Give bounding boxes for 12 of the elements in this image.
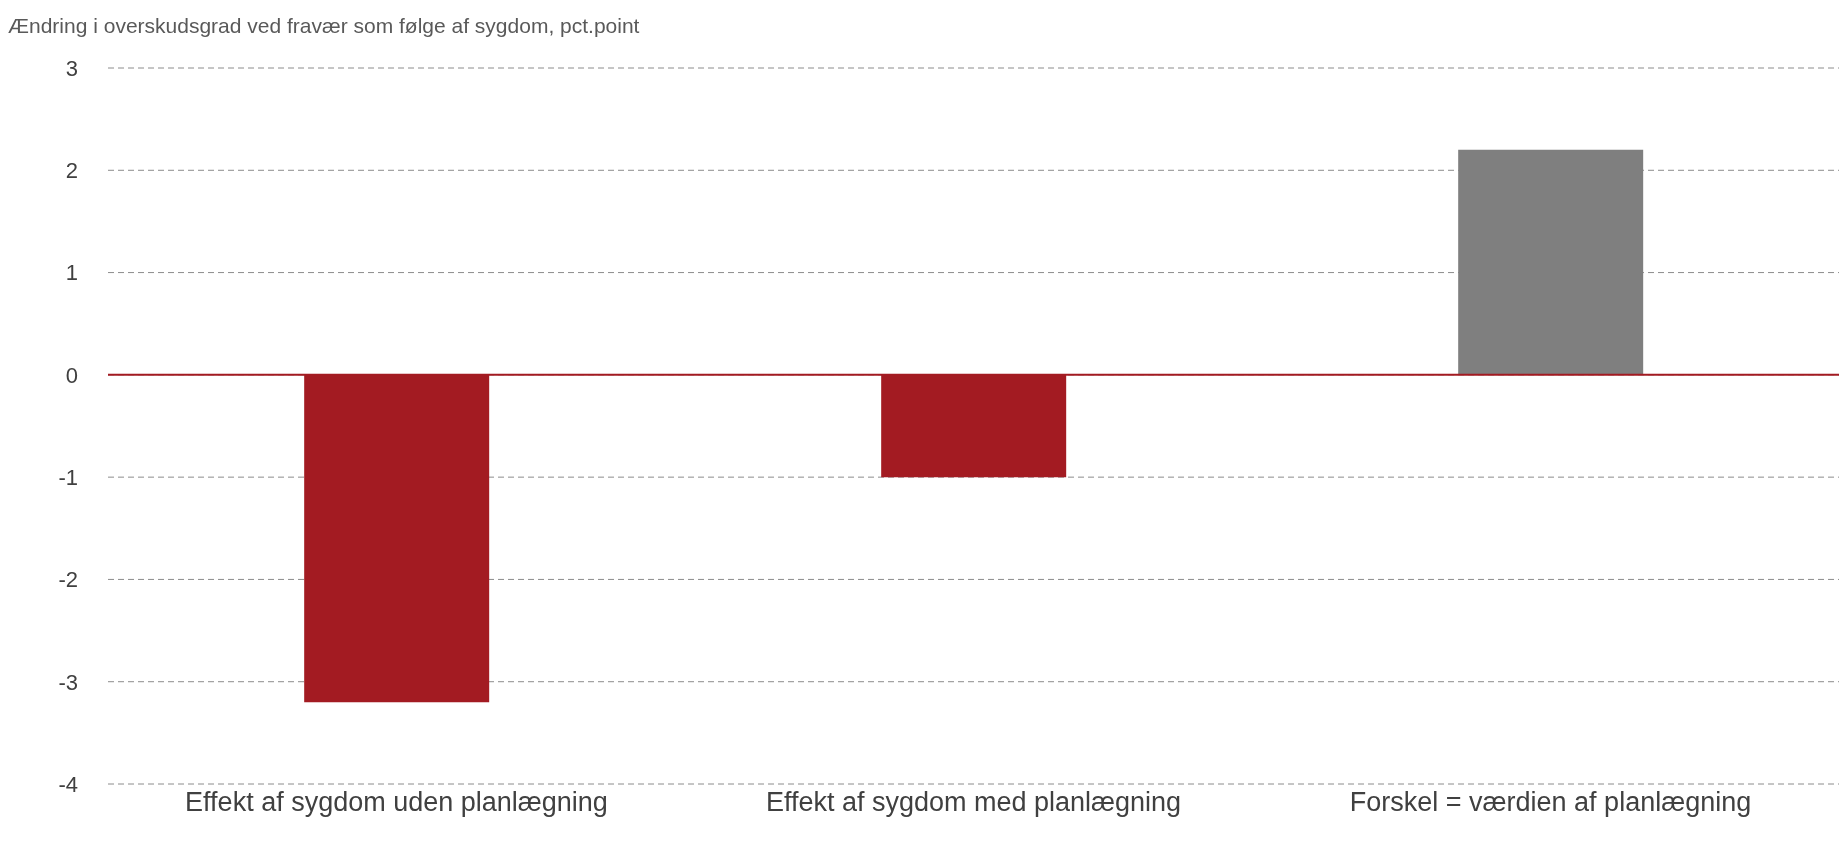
y-tick-label: -3 — [58, 669, 78, 695]
y-tick-label: 0 — [65, 362, 78, 388]
x-tick-label: Effekt af sygdom uden planlægning — [185, 787, 608, 818]
y-tick-label: 2 — [65, 158, 78, 184]
y-tick-label: 3 — [65, 55, 78, 81]
y-tick-label: -2 — [58, 567, 78, 593]
y-tick-label: -4 — [58, 771, 78, 797]
y-axis-title: Ændring i overskudsgrad ved fravær som følge af sygdom, pct.point — [8, 14, 640, 38]
x-tick-label: Effekt af sygdom med planlægning — [765, 787, 1182, 818]
y-tick-label: 1 — [65, 260, 78, 286]
y-tick-label: -1 — [58, 464, 78, 490]
x-tick-label: Forskel = værdien af planlægning — [1349, 787, 1752, 818]
